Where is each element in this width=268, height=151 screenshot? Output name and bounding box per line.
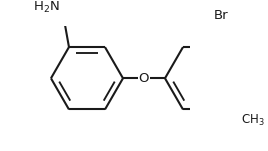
- Text: Br: Br: [214, 9, 228, 22]
- Text: H$_2$N: H$_2$N: [33, 0, 60, 15]
- Text: CH$_3$: CH$_3$: [241, 113, 265, 128]
- Text: O: O: [139, 72, 149, 85]
